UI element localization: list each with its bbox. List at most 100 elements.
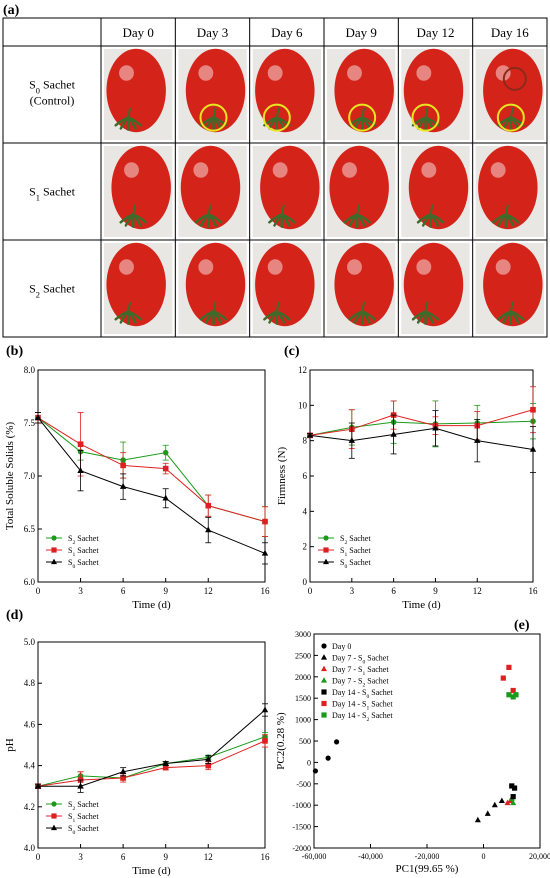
tomato-highlight: [490, 162, 506, 178]
series-line: [309, 409, 534, 436]
tomato-photo: [252, 145, 321, 237]
tomato-calyx: [411, 310, 427, 321]
legend-label: S2 Sachet: [68, 534, 99, 546]
data-point: [162, 449, 169, 456]
data-point: [34, 782, 42, 789]
x-tick-label: 12: [204, 852, 213, 862]
tomato-photo: [104, 145, 173, 237]
row-label-line2: (Control): [30, 94, 75, 108]
legend-marker: [51, 547, 57, 553]
legend-label: S2 Sachet: [340, 534, 371, 546]
data-point: [205, 755, 212, 762]
tomato-body: [185, 48, 246, 133]
legend-marker: [51, 535, 57, 541]
legend-label: S1 Sachet: [68, 546, 99, 558]
x-axis-label: Time (d): [402, 599, 441, 610]
legend-marker: [51, 813, 57, 819]
x-tick-label: -60,000: [302, 852, 327, 861]
y-tick-label: 10: [298, 400, 308, 410]
x-tick-label: 0: [36, 852, 41, 862]
scatter-point: [312, 768, 319, 774]
y-axis-label: pH: [4, 738, 16, 752]
row-label: S2 Sachet: [29, 282, 76, 300]
scatter-point: [510, 694, 516, 700]
x-tick-label: 16: [261, 852, 271, 862]
x-tick-label: 0: [308, 586, 313, 596]
y-tick-label: 4.4: [24, 761, 36, 771]
tomato-highlight: [267, 65, 283, 81]
row-label: S1 Sachet: [29, 185, 76, 203]
y-tick-label: -500: [296, 780, 311, 789]
scatter-point: [325, 755, 331, 761]
legend-label: Day 7 - S1 Sachet: [332, 665, 389, 677]
tomato-photo: [178, 242, 247, 334]
y-tick-label: 8.0: [24, 365, 36, 375]
legend-marker: [321, 712, 327, 718]
x-tick-label: 20,000: [529, 852, 550, 861]
scatter-point: [510, 794, 516, 800]
x-tick-label: 9: [433, 586, 438, 596]
legend-label: Day 0: [332, 642, 351, 651]
tomato-stem: [212, 107, 217, 118]
x-tick-label: 6: [121, 586, 126, 596]
tomato-body: [334, 242, 394, 327]
data-point: [162, 465, 169, 472]
tomato-calyx: [497, 310, 513, 321]
data-point: [162, 764, 169, 771]
series-line: [37, 417, 266, 523]
y-tick-label: 4: [303, 506, 308, 516]
tomato-photo: [327, 145, 396, 237]
tomato-photo: [104, 242, 173, 334]
tomato-stem: [275, 107, 280, 118]
tomato-highlight: [119, 65, 134, 81]
data-point: [474, 437, 481, 443]
tomato-calyx: [416, 213, 432, 224]
scatter-point: [506, 664, 512, 670]
x-tick-label: 12: [473, 586, 482, 596]
column-header: Day 6: [271, 25, 303, 40]
scatter-point: [498, 797, 505, 803]
scatter-point: [510, 799, 517, 806]
tomato-photo: [252, 48, 321, 140]
tomato-highlight: [495, 65, 511, 81]
legend-label: Day 7 - S0 Sachet: [332, 654, 389, 666]
legend-label: S1 Sachet: [340, 546, 371, 558]
x-tick-label: 3: [350, 586, 355, 596]
tomato-stem: [127, 301, 132, 312]
tomato-photo: [327, 48, 396, 140]
legend-marker: [321, 689, 327, 695]
y-tick-label: -1500: [292, 823, 311, 832]
tomato-calyx: [348, 310, 364, 321]
x-axis-label: Time (d): [132, 865, 171, 876]
tomato-stem: [207, 204, 212, 215]
tomato-stem: [361, 107, 366, 118]
tomato-body: [403, 242, 464, 327]
tomato-stem: [127, 107, 132, 118]
tomato-photo: [178, 48, 247, 140]
data-point: [120, 462, 126, 469]
tomato-body: [329, 145, 389, 230]
data-point: [120, 775, 126, 781]
scatter-point: [484, 810, 491, 816]
y-tick-label: 6.5: [24, 524, 36, 534]
x-tick-label: 6: [391, 586, 396, 596]
decay-highlight-circle: [502, 66, 527, 91]
x-tick-label: 3: [78, 586, 83, 596]
y-tick-label: 0: [303, 577, 308, 587]
tomato-body: [111, 145, 171, 230]
scatter-point: [511, 785, 518, 791]
y-tick-label: 4.6: [24, 719, 36, 729]
tomato-stem: [356, 204, 361, 215]
data-point: [119, 768, 127, 775]
tomato-highlight: [495, 259, 511, 275]
x-tick-label: -20,000: [415, 852, 440, 861]
tomato-body: [260, 145, 320, 230]
tomato-calyx: [114, 310, 130, 321]
tomato-calyx: [199, 310, 215, 321]
tss-chart: 0 3 6 9 12 16 6.0 6.5 7.0 7.5 8.0 Time (d) Total Sol…: [4, 365, 270, 610]
column-header: Day 0: [122, 25, 153, 40]
data-point: [262, 738, 268, 744]
x-tick-label: 9: [163, 586, 168, 596]
tomato-highlight: [198, 259, 214, 275]
y-tick-label: 2500: [295, 651, 311, 660]
